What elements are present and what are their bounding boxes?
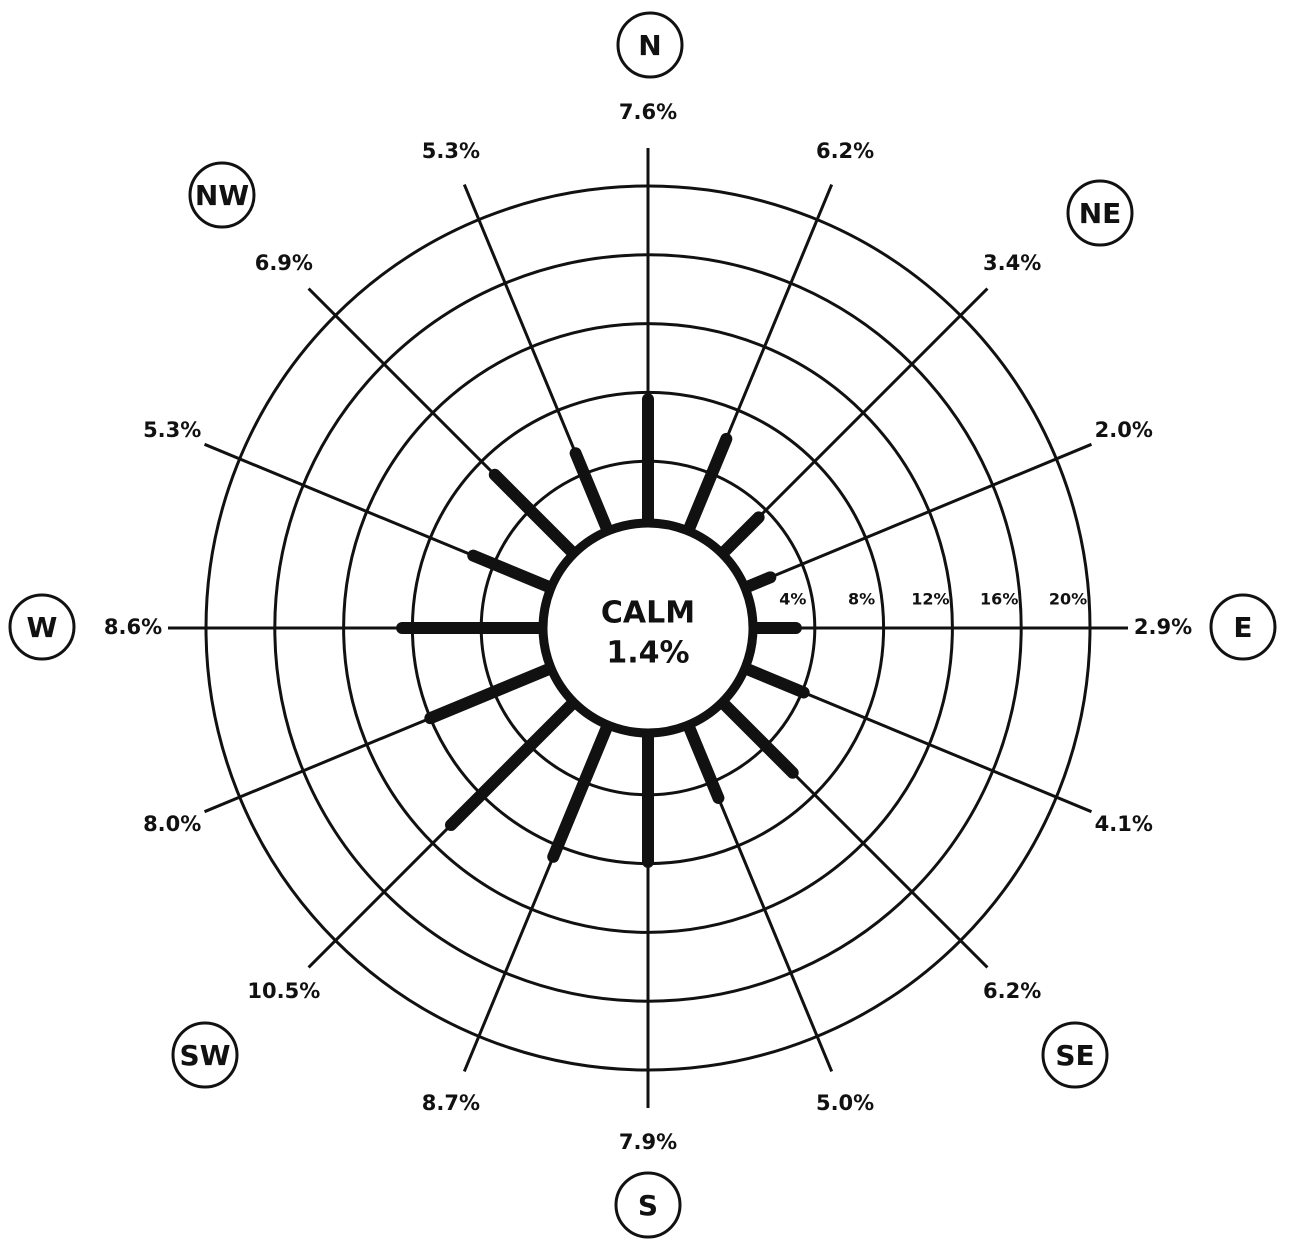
value-label: 5.3% [422, 139, 480, 163]
bar [716, 696, 799, 779]
value-label: 2.9% [1134, 615, 1192, 639]
value-label: 8.6% [104, 615, 162, 639]
bar [716, 511, 765, 560]
value-label: 5.0% [816, 1091, 874, 1115]
value-label: 7.6% [619, 100, 677, 124]
compass-circle [614, 1171, 682, 1239]
spoke [721, 287, 989, 555]
ring-label: 12% [911, 590, 949, 609]
ring-label: 8% [848, 590, 875, 609]
bar [467, 549, 557, 594]
ring-label: 20% [1049, 590, 1087, 609]
compass-circle [8, 593, 76, 661]
bar [569, 447, 614, 537]
value-label: 6.2% [816, 139, 874, 163]
compass-label: W [27, 611, 58, 644]
compass-circle [188, 161, 256, 229]
bar [682, 432, 733, 537]
compass-label: SE [1055, 1039, 1094, 1072]
ring-label: 16% [980, 590, 1018, 609]
compass-circle [616, 11, 684, 79]
value-label: 6.2% [983, 979, 1041, 1003]
compass-circle [171, 1021, 239, 1089]
value-label: 3.4% [983, 251, 1041, 275]
calm-label: CALM [601, 596, 695, 631]
value-label: 4.1% [1095, 812, 1153, 836]
bar [547, 719, 614, 863]
value-label: 5.3% [143, 418, 201, 442]
compass-label: N [638, 29, 661, 62]
compass-label: NE [1079, 197, 1122, 230]
compass-label: SW [179, 1039, 230, 1072]
bar [682, 719, 725, 804]
value-label: 8.0% [143, 812, 201, 836]
bar [424, 662, 557, 725]
calm-value: 1.4% [606, 636, 689, 671]
bar [739, 571, 777, 594]
value-label: 2.0% [1095, 418, 1153, 442]
bar [445, 696, 580, 831]
calm-circle [538, 518, 758, 738]
compass-circle [1209, 593, 1277, 661]
compass-label: S [638, 1189, 658, 1222]
compass-label: NW [195, 179, 249, 212]
compass-circle [1066, 179, 1134, 247]
value-label: 10.5% [247, 979, 320, 1003]
value-label: 7.9% [619, 1130, 677, 1154]
bar [739, 662, 810, 699]
value-label: 8.7% [422, 1091, 480, 1115]
value-label: 6.9% [255, 251, 313, 275]
ring-label: 4% [779, 590, 806, 609]
compass-circle [1041, 1021, 1109, 1089]
compass-label: E [1233, 611, 1252, 644]
spoke [744, 442, 1093, 590]
bar [488, 468, 580, 560]
